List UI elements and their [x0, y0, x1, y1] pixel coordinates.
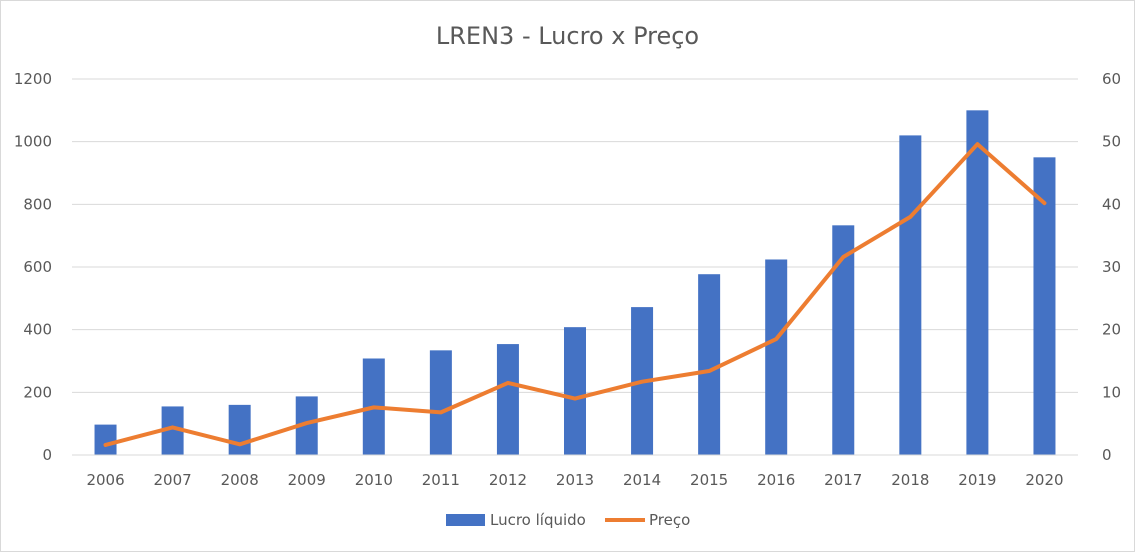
y-left-tick-label: 200 — [23, 383, 52, 401]
x-tick-label: 2010 — [355, 471, 393, 489]
bar — [496, 344, 519, 455]
x-tick-label: 2018 — [891, 471, 929, 489]
x-tick-label: 2014 — [623, 471, 661, 489]
y-left-tick-label: 0 — [42, 446, 52, 464]
bar-series — [94, 110, 1056, 456]
bar — [228, 404, 251, 455]
legend-label: Preço — [649, 511, 690, 529]
x-tick-label: 2012 — [489, 471, 527, 489]
x-tick-label: 2019 — [958, 471, 996, 489]
bar — [832, 225, 855, 455]
y-right-tick-label: 30 — [1102, 258, 1121, 276]
y-right-tick-label: 0 — [1102, 446, 1112, 464]
bar — [295, 396, 318, 455]
bar — [94, 424, 117, 455]
y-left-tick-label: 600 — [23, 258, 52, 276]
bar — [161, 406, 184, 455]
bar — [1033, 157, 1056, 456]
line-series — [103, 142, 1047, 447]
bar — [899, 135, 922, 455]
legend-swatch-bar — [446, 514, 485, 526]
legend-label: Lucro líquido — [490, 511, 586, 529]
bar — [765, 259, 788, 455]
x-tick-label: 2016 — [757, 471, 795, 489]
x-tick-label: 2015 — [690, 471, 728, 489]
y-left-tick-label: 1000 — [14, 133, 52, 151]
legend: Lucro líquido Preço — [446, 511, 690, 529]
y-left-tick-label: 1200 — [14, 70, 52, 88]
x-tick-label: 2007 — [154, 471, 192, 489]
x-tick-label: 2009 — [288, 471, 326, 489]
x-tick-label: 2020 — [1025, 471, 1063, 489]
bar — [698, 274, 721, 455]
bar — [429, 350, 452, 455]
y-left-tick-label: 800 — [23, 195, 52, 213]
y-right-tick-label: 20 — [1102, 321, 1121, 339]
bar — [564, 327, 586, 455]
y-left-tick-label: 400 — [23, 321, 52, 339]
x-tick-label: 2006 — [86, 471, 124, 489]
x-tick-label: 2008 — [221, 471, 259, 489]
y-right-tick-label: 50 — [1102, 133, 1121, 151]
x-tick-label: 2017 — [824, 471, 862, 489]
chart-title: LREN3 - Lucro x Preço — [435, 22, 700, 50]
y-right-tick-label: 10 — [1102, 383, 1121, 401]
y-right-tick-label: 60 — [1102, 70, 1121, 88]
y-right-tick-label: 40 — [1102, 195, 1121, 213]
axes: 0 200 400 600 800 1000 1200 0 10 20 30 40 50 60 2006 20… — [14, 70, 1121, 489]
bar — [966, 110, 989, 455]
x-tick-label: 2011 — [422, 471, 460, 489]
x-tick-label: 2013 — [556, 471, 594, 489]
